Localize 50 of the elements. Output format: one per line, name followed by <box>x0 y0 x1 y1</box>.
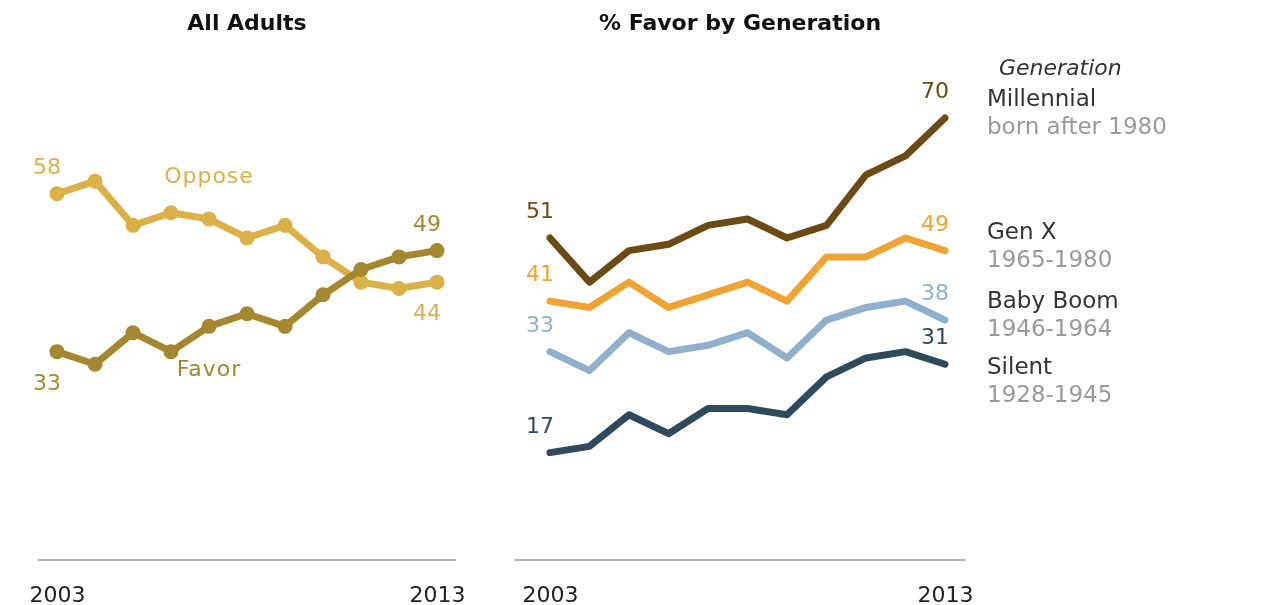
data-label: 38 <box>921 280 949 306</box>
data-label: 17 <box>526 412 554 438</box>
x-tick-label: 2003 <box>29 581 86 605</box>
text: 1928-1945 <box>987 381 1113 408</box>
point <box>391 249 407 265</box>
text: 1965-1980 <box>987 245 1113 272</box>
point <box>125 325 141 341</box>
point <box>87 173 103 189</box>
point <box>87 356 103 372</box>
data-label: 44 <box>413 300 441 326</box>
text: 1946-1964 <box>987 315 1113 342</box>
data-label: 51 <box>526 197 554 223</box>
data-label: 49 <box>413 210 441 236</box>
point <box>163 344 179 360</box>
series-label: Silent <box>987 353 1053 380</box>
data-label: 49 <box>921 210 949 236</box>
series-label: Millennial <box>987 85 1097 111</box>
point <box>49 344 65 360</box>
series-label: Oppose <box>164 163 254 189</box>
point <box>201 318 217 334</box>
series-label: Gen X <box>987 217 1057 244</box>
point <box>429 274 445 290</box>
x-tick-label: 2013 <box>409 581 466 605</box>
point <box>391 280 407 296</box>
data-label: 70 <box>921 78 949 103</box>
point <box>315 249 331 265</box>
point <box>353 262 369 278</box>
point <box>239 230 255 246</box>
point <box>429 243 445 259</box>
series-label: Baby Boom <box>987 287 1119 314</box>
chart-title: All Adults <box>187 10 307 35</box>
x-tick-label: 2013 <box>917 581 974 605</box>
point <box>315 287 331 303</box>
data-label: 33 <box>33 369 61 395</box>
point <box>277 318 293 334</box>
chart-title: % Favor by Generation <box>598 10 882 35</box>
data-label: 41 <box>526 261 554 287</box>
series-label: Favor <box>176 356 242 382</box>
point <box>49 186 65 202</box>
data-label: 31 <box>921 324 949 350</box>
data-label: 33 <box>526 311 554 337</box>
point <box>163 205 179 221</box>
x-tick-label: 2003 <box>522 581 579 605</box>
point <box>277 217 293 233</box>
text: born after 1980 <box>987 113 1167 139</box>
point <box>201 211 217 227</box>
legend-title: Generation <box>999 55 1122 80</box>
point <box>239 306 255 322</box>
point <box>125 217 141 233</box>
data-label: 58 <box>33 153 61 179</box>
